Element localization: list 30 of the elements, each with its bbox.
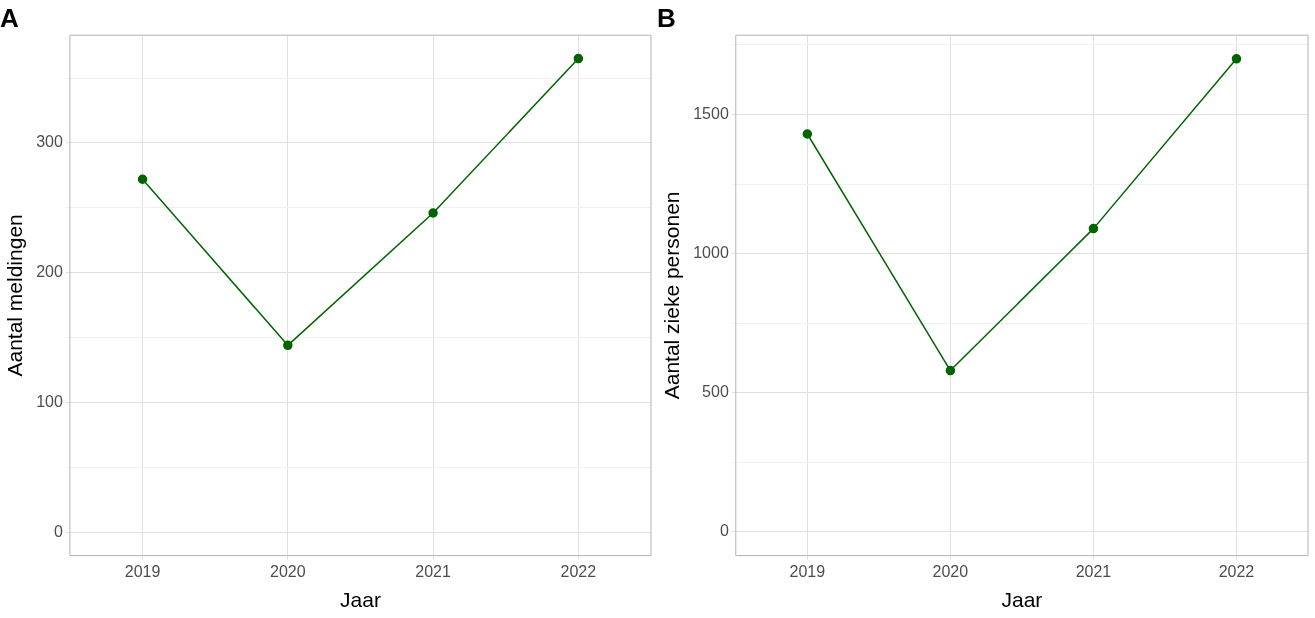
y-tick-label: 1000 bbox=[693, 244, 729, 262]
point bbox=[1088, 223, 1099, 234]
y-axis-title: Aantal meldingen bbox=[3, 214, 27, 377]
x-tick-label: 2022 bbox=[1218, 562, 1255, 580]
y-tick-label: 300 bbox=[36, 133, 63, 151]
y-tick-label: 100 bbox=[36, 392, 63, 410]
y-tick-label: 500 bbox=[702, 383, 729, 401]
point bbox=[137, 174, 148, 184]
x-tick-label: 2021 bbox=[415, 562, 451, 580]
y-axis-title: Aantal zieke personen bbox=[660, 191, 684, 400]
chart-title: A bbox=[0, 2, 19, 33]
point bbox=[428, 208, 438, 218]
x-tick-label: 2019 bbox=[124, 562, 161, 580]
x-axis-title: Jaar bbox=[1001, 588, 1043, 612]
y-tick-label: 0 bbox=[719, 522, 729, 540]
y-tick-label: 1500 bbox=[693, 104, 729, 122]
x-tick-label: 2020 bbox=[932, 562, 969, 580]
point bbox=[283, 340, 293, 351]
x-tick-label: 2019 bbox=[789, 562, 826, 580]
point bbox=[1231, 54, 1242, 64]
point bbox=[573, 53, 584, 64]
x-tick-label: 2022 bbox=[560, 562, 597, 580]
point bbox=[945, 365, 956, 376]
point bbox=[802, 129, 813, 139]
y-tick-label: 200 bbox=[36, 263, 63, 281]
y-tick-label: 0 bbox=[53, 522, 63, 540]
x-tick-label: 2020 bbox=[270, 562, 306, 580]
x-tick-label: 2021 bbox=[1075, 562, 1112, 580]
chart-title: B bbox=[657, 2, 676, 33]
x-axis-title: Jaar bbox=[340, 588, 381, 612]
